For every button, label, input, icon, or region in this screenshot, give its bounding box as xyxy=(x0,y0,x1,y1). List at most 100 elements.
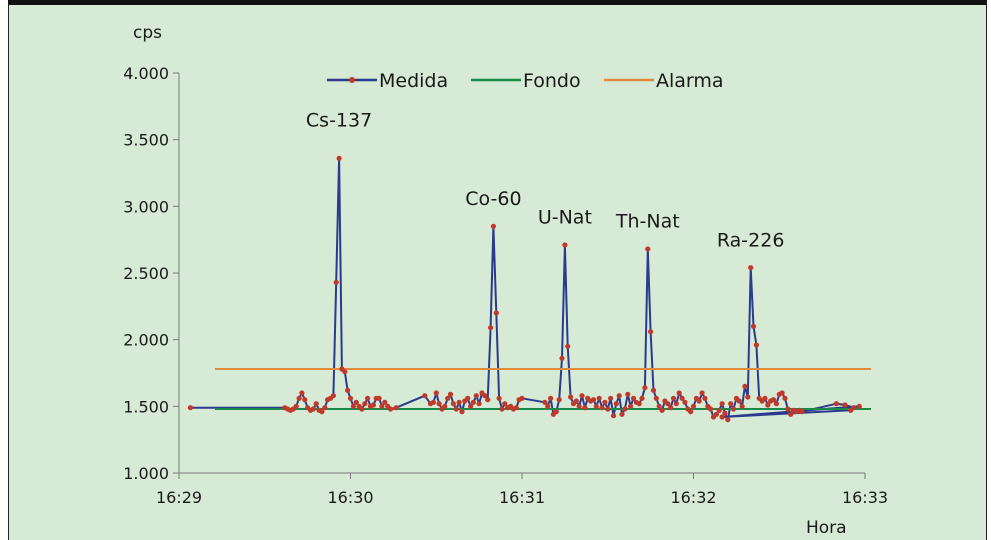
ticks-layer: 1.000 1.500 2.000 2.500 3.000 3.500 4.000 16:29… xyxy=(123,64,888,507)
x-axis-label: Hora xyxy=(806,518,847,538)
data-point xyxy=(187,405,193,411)
data-point xyxy=(430,399,436,405)
data-point xyxy=(679,395,685,401)
chart-frame: 1.000 1.500 2.000 2.500 3.000 3.500 4.000 16:29… xyxy=(8,0,987,540)
data-point xyxy=(365,395,371,401)
data-point xyxy=(582,405,588,411)
data-point xyxy=(639,395,645,401)
data-point xyxy=(330,393,336,399)
data-point xyxy=(293,403,299,409)
data-point xyxy=(650,387,657,393)
legend-label: Alarma xyxy=(656,70,724,92)
data-point xyxy=(773,401,780,407)
data-point xyxy=(616,393,622,399)
data-point xyxy=(336,155,342,161)
data-point xyxy=(688,409,694,415)
data-point xyxy=(379,403,385,409)
data-point xyxy=(622,406,628,412)
data-point xyxy=(605,406,611,412)
data-point xyxy=(713,411,720,417)
series-line-medida xyxy=(190,157,861,421)
y-tick-label: 2.500 xyxy=(123,264,169,283)
data-point xyxy=(668,405,674,411)
data-point xyxy=(719,401,725,407)
data-point xyxy=(728,401,734,407)
radiation-chart: 1.000 1.500 2.000 2.500 3.000 3.500 4.000 16:29… xyxy=(123,23,888,538)
data-point xyxy=(748,265,754,271)
data-point xyxy=(502,401,508,407)
data-point xyxy=(608,395,614,401)
data-point xyxy=(453,406,459,412)
data-point xyxy=(722,410,728,416)
data-point xyxy=(302,397,308,403)
data-point xyxy=(753,342,760,348)
series-layer xyxy=(187,155,871,423)
data-point xyxy=(848,407,854,413)
data-point xyxy=(459,409,465,415)
data-point xyxy=(596,395,602,401)
data-point xyxy=(436,401,442,407)
data-point xyxy=(576,403,582,409)
data-point xyxy=(593,403,599,409)
data-point xyxy=(470,399,476,405)
data-point xyxy=(442,403,448,409)
data-point xyxy=(799,409,805,415)
data-point xyxy=(490,223,496,229)
data-point xyxy=(362,401,368,407)
data-point xyxy=(382,399,388,405)
y-tick-label: 3.500 xyxy=(123,131,169,150)
y-tick-label: 1.500 xyxy=(123,397,169,416)
data-point xyxy=(642,385,648,391)
data-point xyxy=(433,390,439,396)
data-point xyxy=(445,395,451,401)
data-point xyxy=(488,325,494,331)
data-point xyxy=(636,401,642,407)
data-point xyxy=(730,406,737,412)
data-point xyxy=(750,323,757,329)
data-point xyxy=(856,403,862,409)
data-point xyxy=(610,413,617,419)
data-point xyxy=(342,369,348,375)
y-tick-label: 4.000 xyxy=(123,64,169,83)
y-tick-label: 1.000 xyxy=(123,464,169,483)
data-point xyxy=(742,383,748,389)
y-tick-label: 3.000 xyxy=(123,197,169,216)
data-point xyxy=(322,405,328,411)
data-point xyxy=(648,329,654,335)
data-point xyxy=(745,394,751,400)
data-point xyxy=(553,409,559,415)
data-point xyxy=(653,395,659,401)
data-point xyxy=(556,397,562,403)
legend-label: Medida xyxy=(379,70,448,92)
data-point xyxy=(782,395,788,401)
data-point xyxy=(299,390,305,396)
data-point xyxy=(628,403,634,409)
data-point xyxy=(376,395,382,401)
legend-marker xyxy=(349,77,355,83)
data-point xyxy=(568,394,574,400)
data-point xyxy=(513,405,519,411)
data-point xyxy=(719,414,725,420)
peak-label: Co-60 xyxy=(465,188,521,210)
x-tick-label: 16:33 xyxy=(842,488,888,507)
data-point xyxy=(579,393,585,399)
x-tick-label: 16:29 xyxy=(156,488,202,507)
x-tick-label: 16:31 xyxy=(499,488,545,507)
data-point xyxy=(619,411,625,417)
data-point xyxy=(468,403,474,409)
data-point xyxy=(602,399,608,405)
data-point xyxy=(542,399,548,405)
data-point xyxy=(645,246,651,252)
peak-label: U-Nat xyxy=(538,207,592,229)
data-point xyxy=(465,395,471,401)
data-point xyxy=(696,398,702,404)
data-point xyxy=(716,407,722,413)
data-point xyxy=(702,395,708,401)
data-point xyxy=(765,402,771,408)
data-point xyxy=(296,395,302,401)
data-point xyxy=(590,397,597,403)
legend: Medida Fondo Alarma xyxy=(327,70,724,92)
data-point xyxy=(548,395,554,401)
data-point xyxy=(319,409,325,415)
legend-label: Fondo xyxy=(523,70,581,92)
